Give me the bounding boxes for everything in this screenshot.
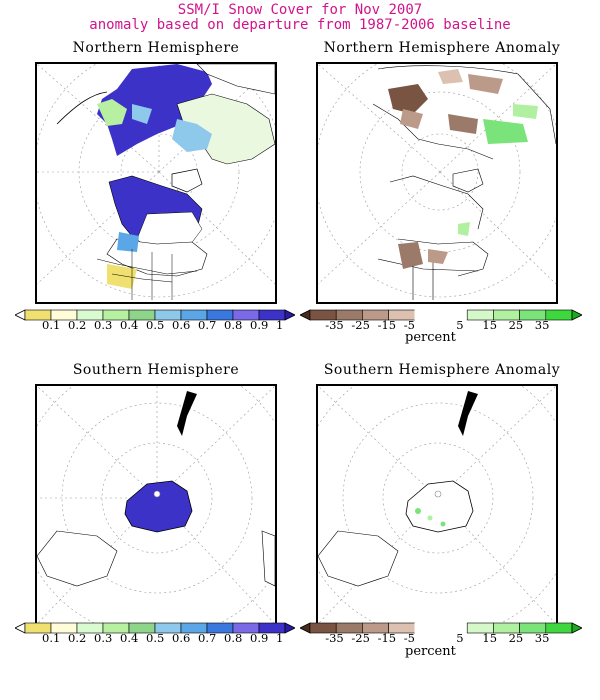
sh-anomaly-unit-label: percent <box>405 644 456 659</box>
colorbar-tick-label: -25 <box>351 631 370 645</box>
panel-title-sh: Southern Hemisphere <box>72 362 240 378</box>
colorbar-tick-label: 0.9 <box>250 318 269 332</box>
chart-title: SSM/I Snow Cover for Nov 2007 <box>177 2 423 18</box>
colorbar-tick-label: 0.4 <box>120 318 139 332</box>
colorbar-tick-label: 0.6 <box>172 631 191 645</box>
colorbar-tick-label: 0.5 <box>146 631 165 645</box>
nh-fraction-colorbar <box>15 309 295 321</box>
colorbar-tick-label: 0.7 <box>198 631 217 645</box>
nh-anomaly-unit-label: percent <box>405 330 456 345</box>
nh-anomaly-colorbar <box>300 309 582 321</box>
sh-anomaly-map <box>316 384 558 626</box>
sh-fraction-colorbar-labels: 0.1 0.2 0.3 0.4 0.5 0.6 0.7 0.8 0.9 1 <box>15 631 295 647</box>
colorbar-tick-label: 0.4 <box>120 631 139 645</box>
colorbar-tick-label: 0.8 <box>224 631 243 645</box>
colorbar-tick-label: 35 <box>534 631 550 645</box>
nh-snow-map <box>35 62 277 304</box>
panel-title-nh: Northern Hemisphere <box>72 40 240 56</box>
colorbar-tick-label: 25 <box>508 631 524 645</box>
colorbar-tick-label: -25 <box>351 318 370 332</box>
colorbar-arrow-high <box>571 622 582 634</box>
colorbar-tick-label: 0.6 <box>172 318 191 332</box>
colorbar-tick-label: -15 <box>377 318 397 332</box>
panel-title-nh-anomaly: Northern Hemisphere Anomaly <box>323 40 561 56</box>
colorbar-tick-label: 0.1 <box>42 318 61 332</box>
colorbar-tick-label: 5 <box>456 318 464 332</box>
colorbar-tick-label: 0.5 <box>146 318 165 332</box>
chart-subtitle: anomaly based on departure from 1987-200… <box>89 17 511 33</box>
colorbar-tick-label: 0.2 <box>68 631 87 645</box>
colorbar-tick-label: -35 <box>325 631 344 645</box>
colorbar-tick-label: -5 <box>403 318 415 332</box>
colorbar-tick-label: 0.8 <box>224 318 243 332</box>
colorbar-tick-label: -35 <box>325 318 344 332</box>
sh-anomaly-colorbar <box>300 622 582 634</box>
colorbar-tick-label: 5 <box>456 631 464 645</box>
colorbar-tick-label: 25 <box>508 318 524 332</box>
panel-title-sh-anomaly: Southern Hemisphere Anomaly <box>323 362 561 378</box>
sh-snow-map <box>35 384 277 626</box>
colorbar-tick-label: -5 <box>403 631 415 645</box>
colorbar-tick-label: 1 <box>276 631 284 645</box>
colorbar-tick-label: 0.2 <box>68 318 87 332</box>
nh-fraction-colorbar-labels: 0.1 0.2 0.3 0.4 0.5 0.6 0.7 0.8 0.9 1 <box>15 318 295 334</box>
colorbar-tick-label: 0.1 <box>42 631 61 645</box>
colorbar-tick-label: 0.7 <box>198 318 217 332</box>
colorbar-tick-label: 15 <box>482 318 498 332</box>
colorbar-tick-label: 0.3 <box>94 318 113 332</box>
colorbar-tick-label: -15 <box>377 631 397 645</box>
colorbar-arrow-high <box>571 309 582 321</box>
sh-anomaly-colorbar-labels: -35 -25 -15 -5 5 15 25 35 <box>300 631 582 647</box>
colorbar-arrow-high <box>284 309 295 321</box>
colorbar-tick-label: 35 <box>534 318 550 332</box>
sh-fraction-colorbar <box>15 622 295 634</box>
colorbar-arrow-high <box>284 622 295 634</box>
nh-anomaly-map <box>316 62 558 304</box>
nh-anomaly-colorbar-labels: -35 -25 -15 -5 5 15 25 35 <box>300 318 582 334</box>
colorbar-tick-label: 0.3 <box>94 631 113 645</box>
colorbar-tick-label: 1 <box>276 318 284 332</box>
colorbar-tick-label: 15 <box>482 631 498 645</box>
colorbar-tick-label: 0.9 <box>250 631 269 645</box>
